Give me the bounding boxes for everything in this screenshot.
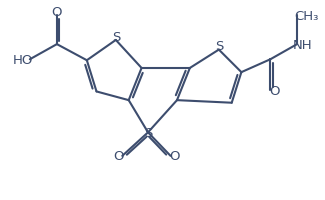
Text: O: O bbox=[113, 150, 124, 163]
Text: HO: HO bbox=[13, 53, 33, 66]
Text: S: S bbox=[214, 40, 223, 53]
Text: O: O bbox=[269, 85, 280, 97]
Text: O: O bbox=[52, 6, 62, 19]
Text: CH₃: CH₃ bbox=[294, 10, 318, 23]
Text: NH: NH bbox=[293, 38, 313, 51]
Text: O: O bbox=[169, 150, 180, 163]
Text: S: S bbox=[111, 30, 120, 43]
Text: S: S bbox=[144, 126, 152, 139]
